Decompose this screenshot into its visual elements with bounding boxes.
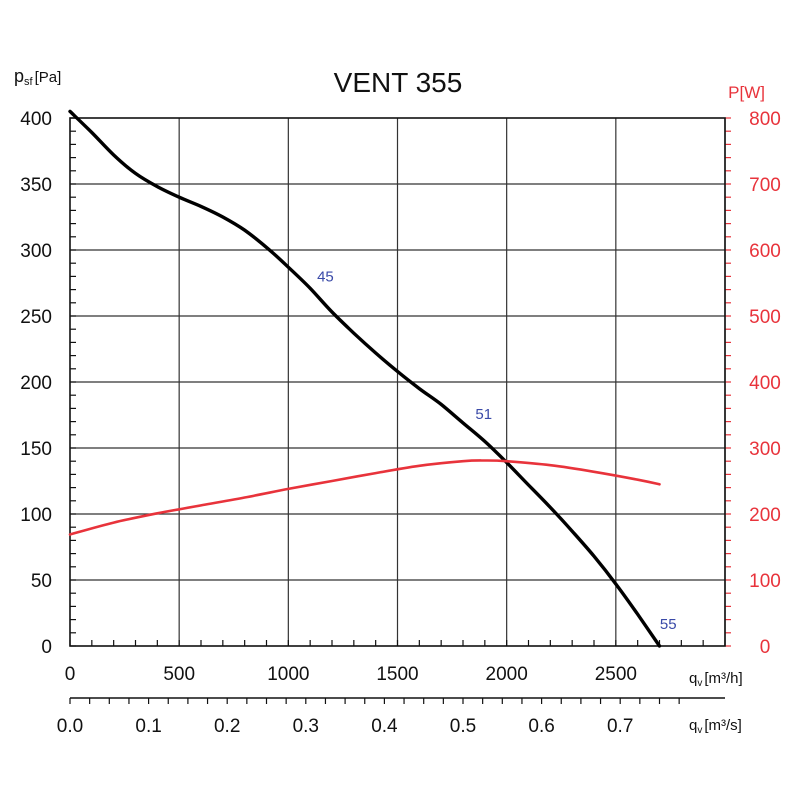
minor-ticks bbox=[69, 117, 731, 704]
x2-tick-label: 0.0 bbox=[57, 716, 83, 737]
x-tick-label: 1500 bbox=[376, 664, 418, 685]
curve-annotation: 55 bbox=[660, 616, 677, 633]
x-tick-label: 1000 bbox=[267, 664, 309, 685]
x2-tick-label: 0.3 bbox=[293, 716, 319, 737]
left-tick-label: 350 bbox=[20, 175, 52, 196]
left-axis-label: psf [Pa] bbox=[14, 66, 61, 88]
secondary-x-axis-tick-labels: 0.0 0.1 0.2 0.3 0.4 0.5 0.6 0.7 bbox=[57, 716, 634, 737]
curve-annotation: 51 bbox=[475, 406, 492, 423]
right-axis-label: P[W] bbox=[728, 83, 765, 102]
right-tick-label: 800 bbox=[749, 109, 781, 130]
grid-lines bbox=[70, 118, 726, 646]
right-tick-label: 600 bbox=[749, 241, 781, 262]
left-tick-label: 0 bbox=[41, 637, 52, 658]
plot-frame bbox=[69, 117, 726, 647]
secondary-x-axis-label: qv [m³/s] bbox=[689, 717, 742, 736]
x2-tick-label: 0.5 bbox=[450, 716, 476, 737]
left-tick-label: 300 bbox=[20, 241, 52, 262]
right-tick-label: 300 bbox=[749, 439, 781, 460]
left-tick-label: 400 bbox=[20, 109, 52, 130]
chart-title: VENT 355 bbox=[334, 67, 463, 98]
curve-annotation: 45 bbox=[317, 269, 334, 286]
left-tick-label: 150 bbox=[20, 439, 52, 460]
x2-tick-label: 0.7 bbox=[607, 716, 633, 737]
right-tick-label: 100 bbox=[749, 571, 781, 592]
right-tick-label: 400 bbox=[749, 373, 781, 394]
right-tick-label: 200 bbox=[749, 505, 781, 526]
x2-tick-label: 0.6 bbox=[528, 716, 554, 737]
x2-tick-label: 0.1 bbox=[135, 716, 161, 737]
x-tick-label: 500 bbox=[163, 664, 195, 685]
right-axis-tick-labels: 0 100 200 300 400 500 600 700 800 bbox=[749, 109, 781, 658]
x-axis-tick-labels: 0 500 1000 1500 2000 2500 bbox=[65, 664, 637, 685]
right-tick-label: 0 bbox=[760, 637, 771, 658]
left-tick-label: 100 bbox=[20, 505, 52, 526]
series-layer bbox=[68, 109, 662, 648]
x2-tick-label: 0.2 bbox=[214, 716, 240, 737]
x2-tick-label: 0.4 bbox=[371, 716, 398, 737]
right-tick-label: 700 bbox=[749, 175, 781, 196]
left-tick-label: 50 bbox=[31, 571, 52, 592]
left-tick-label: 200 bbox=[20, 373, 52, 394]
x-tick-label: 2000 bbox=[486, 664, 528, 685]
primary-x-axis-label: qv [m³/h] bbox=[689, 670, 743, 689]
x-tick-label: 0 bbox=[65, 664, 76, 685]
pressure-curve bbox=[68, 109, 662, 648]
right-tick-label: 500 bbox=[749, 307, 781, 328]
x-tick-label: 2500 bbox=[595, 664, 637, 685]
power-curve bbox=[68, 459, 661, 536]
left-tick-label: 250 bbox=[20, 307, 52, 328]
left-axis-tick-labels: 0 50 100 150 200 250 300 350 400 bbox=[20, 109, 52, 658]
annotation-layer: 45 51 55 bbox=[317, 269, 676, 633]
